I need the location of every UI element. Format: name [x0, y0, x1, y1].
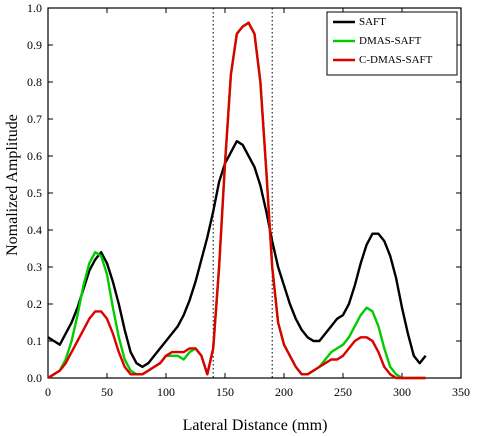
y-axis-title: Nomalized Amplitude — [4, 114, 21, 256]
x-tick-label-1: 50 — [101, 385, 113, 399]
y-tick-label-10: 1.0 — [27, 1, 42, 15]
legend-label-2: C-DMAS-SAFT — [359, 54, 433, 66]
y-tick-label-1: 0.1 — [27, 334, 42, 348]
y-tick-label-3: 0.3 — [27, 260, 42, 274]
series-line-c-dmas-saft — [47, 21, 426, 380]
legend-label-0: SAFT — [359, 16, 386, 28]
y-tick-label-8: 0.8 — [27, 75, 42, 89]
y-tick-label-0: 0.0 — [27, 371, 42, 385]
x-tick-label-5: 250 — [334, 385, 352, 399]
x-tick-label-2: 100 — [157, 385, 175, 399]
series-line-dmas-saft — [47, 21, 426, 380]
y-tick-label-7: 0.7 — [27, 112, 42, 126]
y-tick-label-9: 0.9 — [27, 38, 42, 52]
y-tick-label-6: 0.6 — [27, 149, 42, 163]
plot-area: 0 50 100 150 200 250 300 350 0.0 0.1 0.2 0.3 0.4 0.5 0… — [27, 1, 470, 399]
x-tick-label-4: 200 — [275, 385, 293, 399]
y-tick-label-4: 0.4 — [27, 223, 42, 237]
y-tick-label-2: 0.2 — [27, 297, 42, 311]
series-line-saft — [47, 140, 427, 369]
x-tick-label-3: 150 — [216, 385, 234, 399]
x-tick-label-0: 0 — [45, 385, 51, 399]
y-tick-label-5: 0.5 — [27, 186, 42, 200]
x-tick-label-7: 350 — [452, 385, 470, 399]
x-tick-label-6: 300 — [393, 385, 411, 399]
legend-label-1: DMAS-SAFT — [359, 35, 422, 47]
x-axis-title: Lateral Distance (mm) — [183, 417, 328, 434]
